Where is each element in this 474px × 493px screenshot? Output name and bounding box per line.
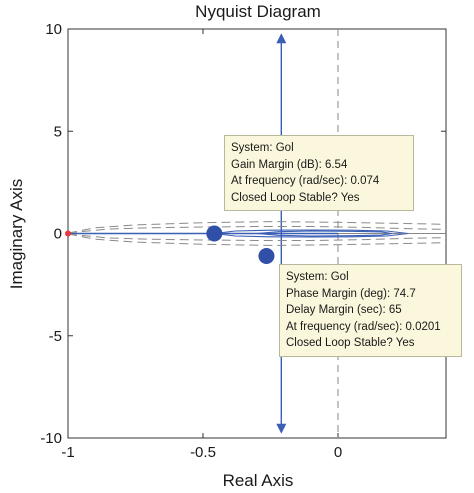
tip-line: Closed Loop Stable? Yes	[286, 337, 415, 349]
gain-margin-datatip[interactable]: System: Gol Gain Margin (dB): 6.54 At fr…	[224, 135, 414, 211]
nyquist-loop	[214, 229, 409, 238]
series-layer	[67, 29, 447, 438]
phase-margin-datatip[interactable]: System: Gol Phase Margin (deg): 74.7 Del…	[279, 264, 462, 357]
stability-margin-contour	[67, 226, 447, 234]
y-tick-label: 10	[45, 21, 62, 38]
chart-title: Nyquist Diagram	[195, 2, 321, 21]
tip-line: Gain Margin (dB): 6.54	[231, 158, 348, 171]
direction-arrow	[276, 33, 287, 44]
nyquist-loop	[256, 230, 393, 237]
gain-margin-marker	[206, 225, 223, 242]
tick-labels: -1 -0.5 0 -10 -5 0 5 10	[40, 21, 342, 461]
x-tick-label: -0.5	[190, 444, 216, 461]
y-tick-label: -5	[49, 328, 62, 345]
y-axis-label: Imaginary Axis	[7, 179, 26, 290]
tip-line: At frequency (rad/sec): 0.0201	[286, 320, 441, 333]
direction-arrow	[276, 423, 287, 434]
y-tick-label: 0	[54, 226, 62, 243]
y-tick-label: -10	[40, 430, 62, 447]
tip-line: Phase Margin (deg): 74.7	[286, 287, 416, 300]
tip-line: Closed Loop Stable? Yes	[231, 191, 360, 204]
critical-point-marker	[65, 230, 71, 237]
tip-line: At frequency (rad/sec): 0.074	[231, 175, 380, 187]
x-tick-label: -1	[61, 444, 74, 461]
stability-margin-contour	[67, 221, 447, 234]
tip-line: System: Gol	[286, 271, 349, 283]
tip-line: Delay Margin (sec): 65	[286, 304, 402, 316]
marker-layer	[65, 225, 275, 264]
x-tick-label: 0	[334, 444, 342, 461]
y-tick-label: 5	[54, 123, 62, 140]
tip-line: System: Gol	[231, 142, 294, 154]
phase-margin-marker	[258, 247, 275, 264]
stability-margin-contour	[67, 233, 447, 241]
stability-margin-contour	[67, 233, 447, 246]
x-axis-label: Real Axis	[223, 471, 294, 490]
